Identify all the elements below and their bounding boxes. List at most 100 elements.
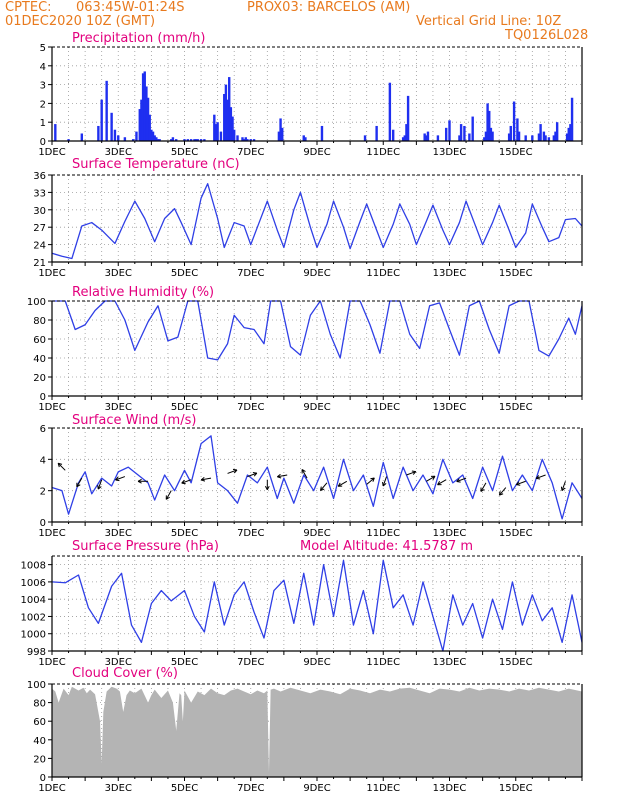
wind-arrow-head xyxy=(58,462,63,465)
precip-bar xyxy=(554,131,557,141)
wind-arrow-shaft xyxy=(320,482,328,491)
temp-title: Surface Temperature (nC) xyxy=(72,157,240,172)
precip-bar xyxy=(375,125,378,141)
pres-ytick-label: 1000 xyxy=(21,630,46,641)
pres-xtick-label: 1DEC xyxy=(38,657,65,668)
precip-bar xyxy=(155,137,158,141)
precip-bar xyxy=(552,135,556,141)
header-station: PROX03: BARCELOS (AM) xyxy=(247,0,411,15)
wind-arrow xyxy=(535,474,546,480)
wind-arrow-head xyxy=(382,482,387,487)
wind-arrow xyxy=(165,490,172,500)
precip-xtick-label: 9DEC xyxy=(303,147,330,158)
precip-bar xyxy=(232,129,236,141)
precip-bar xyxy=(403,135,406,141)
wind-arrow xyxy=(498,487,507,496)
wind-arrow-head xyxy=(515,481,520,486)
precip-bar xyxy=(249,139,252,141)
wind-arrow-shaft xyxy=(247,472,258,478)
temp-xtick-label: 1DEC xyxy=(38,268,65,279)
temp-xtick-label: 9DEC xyxy=(303,268,330,279)
precip-bar xyxy=(463,125,466,141)
wind-arrow-head xyxy=(536,477,541,480)
wind-arrow-head xyxy=(165,496,170,500)
wind-title: Surface Wind (m/s) xyxy=(72,413,196,428)
precip-ytick-label: 0 xyxy=(40,137,46,148)
precip-panel: 0 1 2 3 4 5 1DEC 3DEC 5DEC 7DEC 9DEC 11DEC 13DEC 15DE… xyxy=(38,31,583,158)
pres-ytick-label: 1004 xyxy=(21,595,46,606)
wind-arrow-shaft xyxy=(437,479,447,486)
pres-note: Model Altitude: 41.5787 m xyxy=(300,539,473,554)
temp-ytick-label: 21 xyxy=(33,258,46,269)
wind-arrow-head xyxy=(137,478,142,482)
precip-bar xyxy=(214,124,218,141)
precip-bar xyxy=(491,131,494,141)
wind-arrow-shaft xyxy=(535,474,546,479)
precip-bar xyxy=(363,135,367,141)
temp-xtick-label: 3DEC xyxy=(105,268,132,279)
precip-ytick-label: 2 xyxy=(40,99,46,110)
precip-xtick-label: 1DEC xyxy=(38,147,65,158)
wind-arrow xyxy=(97,479,103,490)
temp-xtick-label: 13DEC xyxy=(433,268,467,279)
wind-xtick-label: 15DEC xyxy=(499,528,533,539)
precip-bar xyxy=(199,139,203,141)
wind-arrow-head xyxy=(370,477,375,480)
pres-ytick-label: 1006 xyxy=(21,578,46,589)
precip-bar xyxy=(471,116,474,141)
wind-arrow xyxy=(382,476,388,487)
precip-bar xyxy=(302,135,305,141)
wind-arrow-head xyxy=(115,476,119,481)
cloud-title: Cloud Cover (%) xyxy=(72,666,178,681)
precip-ytick-label: 3 xyxy=(40,81,46,92)
rh-xtick-label: 13DEC xyxy=(433,402,467,413)
precip-bar xyxy=(231,116,234,141)
precip-bar xyxy=(148,114,151,141)
wind-arrow-head xyxy=(57,463,60,468)
wind-arrow-head xyxy=(266,485,270,490)
rh-ytick-label: 0 xyxy=(40,392,46,403)
precip-bar xyxy=(405,124,408,141)
precip-bar xyxy=(391,129,395,141)
precip-bar xyxy=(448,120,451,141)
precip-bar xyxy=(565,133,569,141)
wind-arrow-head xyxy=(97,486,102,490)
temp-xtick-label: 11DEC xyxy=(366,268,400,279)
precip-bar xyxy=(483,137,486,141)
header-date: 01DEC2020 10Z (GMT) xyxy=(5,14,156,29)
cloud-ytick-label: 100 xyxy=(27,680,46,691)
wind-arrow-shaft xyxy=(165,490,172,500)
wind-arrow-head xyxy=(76,484,81,488)
precip-bar xyxy=(281,127,284,141)
precip-bar xyxy=(517,131,521,141)
wind-arrow xyxy=(366,477,375,485)
rh-ytick-label: 60 xyxy=(33,335,46,346)
precip-bar xyxy=(150,129,153,141)
wind-arrow-head xyxy=(233,469,238,474)
wind-arrow xyxy=(57,462,66,471)
precip-bar xyxy=(567,127,570,141)
wind-arrow-shaft xyxy=(516,480,526,486)
wind-xtick-label: 1DEC xyxy=(38,528,65,539)
precip-bar xyxy=(219,131,223,141)
precip-bar xyxy=(186,139,190,141)
precip-bar xyxy=(484,131,488,141)
wind-ytick-label: 4 xyxy=(40,455,46,466)
wind-arrow xyxy=(301,469,308,479)
cloud-ytick-label: 80 xyxy=(33,699,46,710)
precip-ytick-label: 4 xyxy=(40,62,46,73)
cloud-xtick-label: 13DEC xyxy=(433,783,467,794)
wind-arrow-head xyxy=(320,486,322,491)
precip-bar xyxy=(97,125,100,141)
header-org: CPTEC: xyxy=(5,0,52,15)
precip-bar xyxy=(229,107,233,141)
precip-bar xyxy=(516,118,519,141)
cloud-ytick-label: 40 xyxy=(33,736,46,747)
wind-arrow-shaft xyxy=(57,462,66,471)
precip-bar xyxy=(444,127,448,141)
wind-xtick-label: 13DEC xyxy=(433,528,467,539)
precip-bar xyxy=(531,135,534,141)
precip-bar xyxy=(320,125,324,141)
wind-arrow-head xyxy=(437,481,441,485)
wind-arrow-head xyxy=(412,471,417,475)
